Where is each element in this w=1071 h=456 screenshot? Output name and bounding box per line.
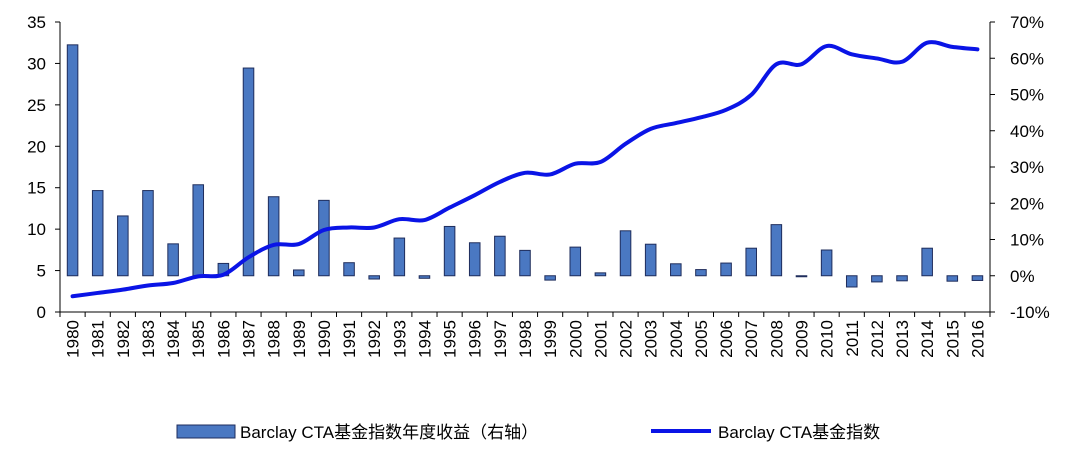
legend-bar-label: Barclay CTA基金指数年度收益（右轴） — [240, 423, 538, 442]
x-tick-label: 1993 — [390, 320, 409, 358]
x-tick-label: 1989 — [290, 320, 309, 358]
bar-2001 — [594, 272, 607, 277]
bar-2010 — [820, 249, 833, 277]
bar-1982 — [117, 215, 129, 277]
bar-2013 — [896, 275, 908, 282]
x-tick-label: 1996 — [466, 320, 485, 358]
x-tick-label: 2008 — [767, 320, 786, 358]
x-tick-label: 2014 — [918, 320, 937, 358]
bar-2007 — [745, 247, 757, 277]
x-tick-label: 2003 — [642, 320, 661, 358]
bar-2002 — [619, 230, 632, 277]
bar-2006 — [720, 262, 732, 277]
x-tick-label: 2001 — [591, 320, 610, 358]
right-tick-label: 40% — [1010, 122, 1044, 141]
left-tick-label: 30 — [27, 54, 46, 73]
x-tick-label: 2016 — [968, 320, 987, 358]
x-tick-label: 2010 — [818, 320, 837, 358]
bar-1997 — [494, 235, 506, 277]
x-tick-label: 1985 — [189, 320, 208, 358]
x-tick-label: 2011 — [843, 320, 862, 357]
right-tick-label: 20% — [1010, 194, 1044, 213]
x-tick-label: 2009 — [792, 320, 811, 358]
x-tick-label: 2013 — [893, 320, 912, 358]
left-tick-label: 35 — [27, 13, 46, 32]
bar-1980 — [66, 44, 79, 277]
x-tick-label: 1991 — [340, 320, 359, 358]
left-tick-label: 5 — [37, 262, 46, 281]
bar-2014 — [921, 247, 933, 277]
left-tick-label: 15 — [27, 179, 46, 198]
bar-1999 — [544, 275, 556, 281]
x-tick-label: 1997 — [491, 320, 510, 358]
x-tick-label: 1987 — [240, 320, 259, 358]
legend-line-label: Barclay CTA基金指数 — [718, 423, 880, 442]
x-tick-label: 1984 — [164, 320, 183, 358]
left-tick-label: 0 — [37, 303, 46, 322]
right-tick-label: 50% — [1010, 86, 1044, 105]
x-tick-label: 1986 — [214, 320, 233, 358]
bar-1987 — [242, 67, 255, 277]
bar-1996 — [468, 242, 481, 277]
x-tick-label: 2007 — [742, 320, 761, 358]
x-tick-label: 1999 — [541, 320, 560, 358]
right-tick-label: 30% — [1010, 158, 1044, 177]
bar-1981 — [91, 190, 104, 277]
bar-1983 — [142, 190, 154, 277]
x-tick-label: 1981 — [89, 320, 108, 358]
bar-2009 — [795, 275, 808, 278]
bar-1995 — [443, 225, 456, 277]
x-tick-label: 2015 — [943, 320, 962, 358]
bar-1985 — [192, 184, 205, 277]
x-tick-label: 1995 — [441, 320, 460, 358]
x-tick-label: 1988 — [265, 320, 284, 358]
right-tick-label: 10% — [1010, 231, 1044, 250]
right-tick-label: 60% — [1010, 49, 1044, 68]
bar-2016 — [971, 275, 984, 281]
bar-1998 — [519, 249, 531, 277]
index-line — [70, 40, 980, 299]
x-tick-label: 1994 — [415, 320, 434, 358]
right-tick-label: 70% — [1010, 13, 1044, 32]
bar-1984 — [167, 243, 179, 277]
x-tick-label: 2006 — [717, 320, 736, 358]
x-tick-label: 2002 — [617, 320, 636, 358]
bar-2004 — [670, 263, 682, 277]
x-tick-label: 1983 — [139, 320, 158, 358]
x-tick-label: 2012 — [868, 320, 887, 358]
x-tick-label: 1982 — [114, 320, 133, 358]
line-series — [70, 40, 980, 299]
left-tick-label: 25 — [27, 96, 46, 115]
x-tick-label: 1998 — [516, 320, 535, 358]
x-tick-label: 2005 — [692, 320, 711, 358]
left-tick-label: 10 — [27, 220, 46, 239]
x-tick-label: 1980 — [64, 320, 83, 358]
legend: Barclay CTA基金指数年度收益（右轴） Barclay CTA基金指数 — [176, 423, 880, 442]
bar-1990 — [318, 199, 330, 277]
bar-1988 — [267, 196, 280, 277]
bar-1989 — [293, 269, 305, 277]
left-tick-label: 20 — [27, 137, 46, 156]
right-tick-label: 0% — [1010, 267, 1035, 286]
bar-1994 — [418, 275, 431, 279]
x-tick-label: 1992 — [365, 320, 384, 358]
bar-series — [66, 44, 984, 288]
bar-1992 — [368, 275, 380, 280]
bar-1991 — [343, 262, 355, 277]
legend-bar-swatch — [176, 424, 236, 439]
bar-2000 — [569, 246, 582, 277]
x-tick-label: 2000 — [566, 320, 585, 358]
x-tick-label: 2004 — [667, 320, 686, 358]
bar-2008 — [770, 224, 783, 277]
bar-2015 — [946, 275, 959, 282]
bar-1993 — [393, 237, 406, 277]
bar-2012 — [871, 275, 883, 283]
right-tick-label: -10% — [1010, 303, 1050, 322]
x-tick-label: 1990 — [315, 320, 334, 358]
bar-2005 — [695, 269, 707, 277]
bar-2003 — [644, 243, 657, 277]
bar-2011 — [845, 275, 858, 288]
